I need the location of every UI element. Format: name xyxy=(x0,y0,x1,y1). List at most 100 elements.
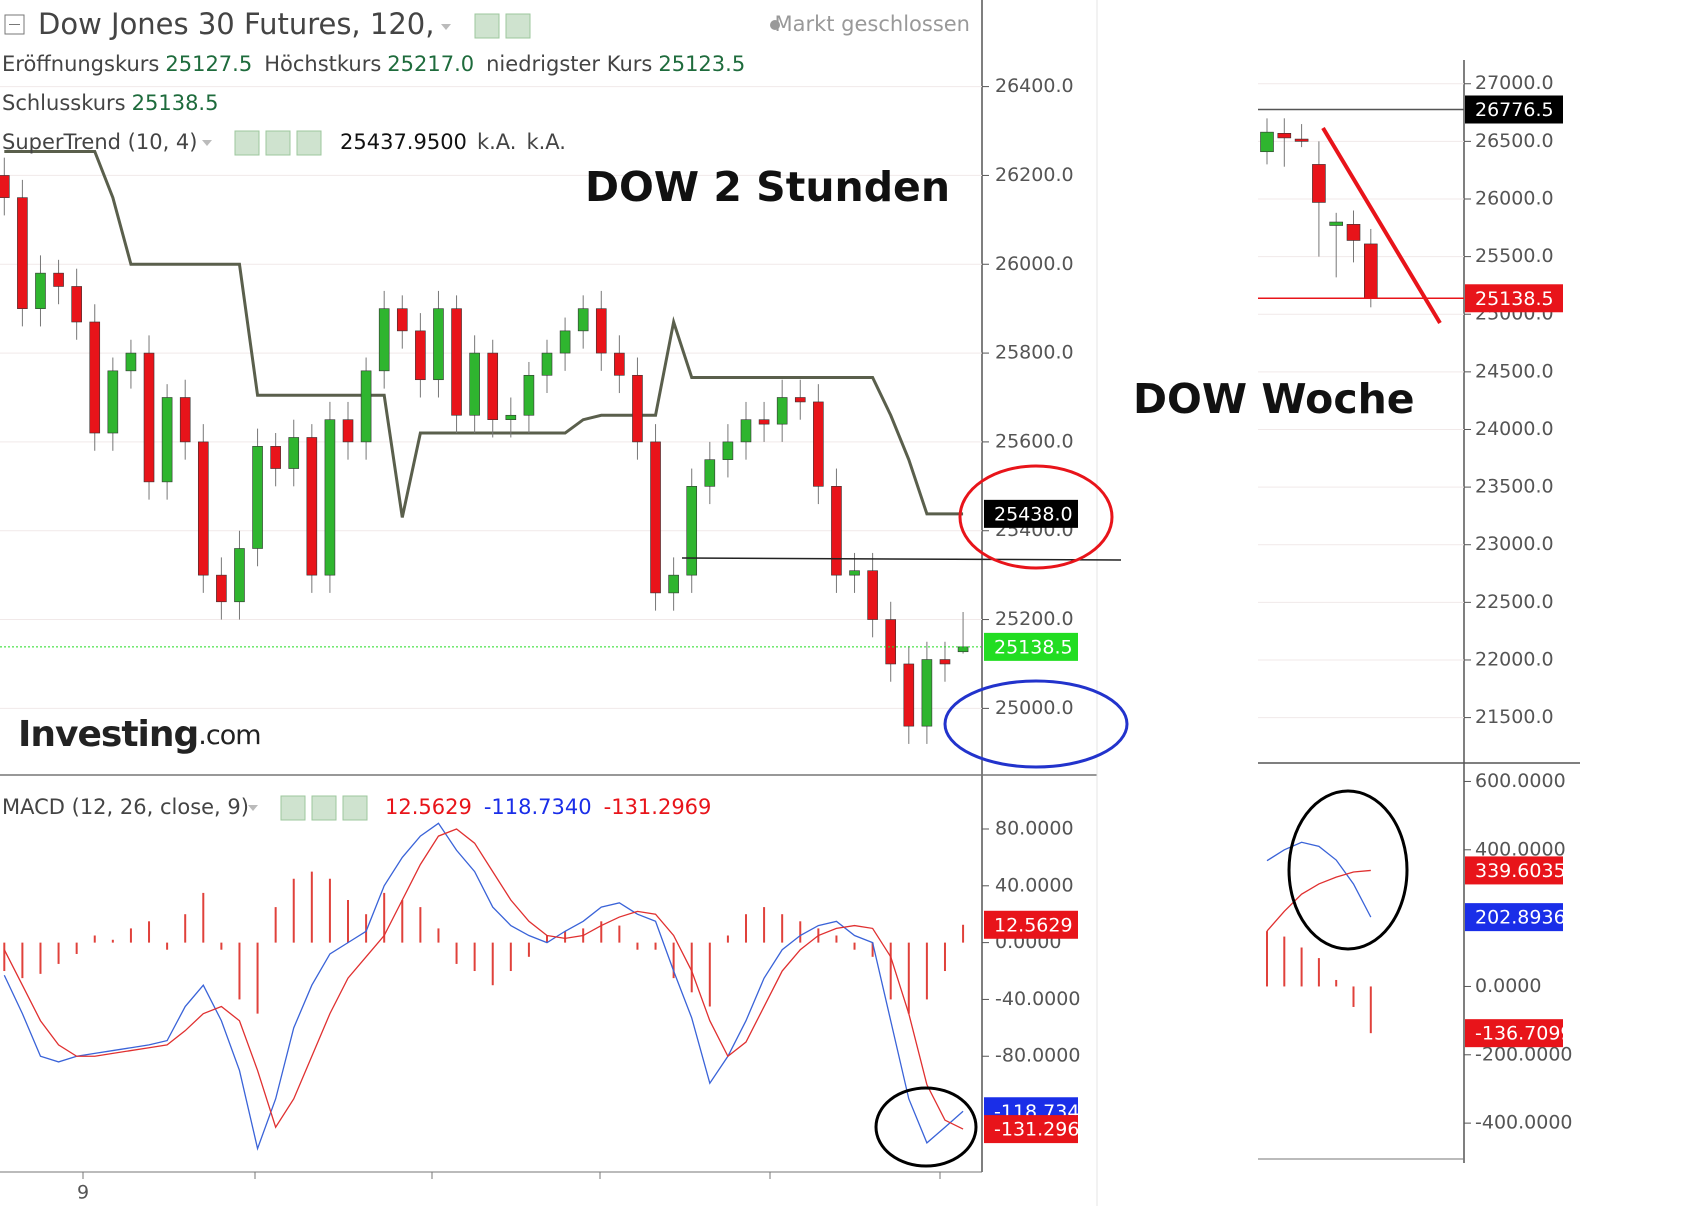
candle-body xyxy=(487,352,499,420)
candle-body xyxy=(523,374,535,416)
y-tick-label: 400.0000 xyxy=(1475,838,1566,860)
candle-body xyxy=(740,419,752,443)
eye-icon[interactable] xyxy=(234,130,260,156)
annotation: DOW 2 Stunden xyxy=(585,163,950,211)
price-flag xyxy=(1465,903,1563,932)
settings-icon[interactable] xyxy=(265,130,291,156)
candle-body xyxy=(903,663,915,727)
candle-body xyxy=(433,308,444,381)
candle-body xyxy=(704,459,716,487)
remove-icon[interactable] xyxy=(296,130,322,156)
macd-legend: MACD (12, 26, close, 9) xyxy=(2,795,249,819)
candle-body xyxy=(1364,243,1378,299)
settings-icon[interactable] xyxy=(505,13,531,39)
ohlc-row: Eröffnungskurs 25127.5 Höchstkurs 25217.0 ni… xyxy=(2,52,745,76)
indicator-line xyxy=(4,149,964,518)
candle-body xyxy=(324,419,336,576)
candle-body xyxy=(143,352,155,483)
frame xyxy=(0,0,1580,1206)
y-tick-label: 25600.0 xyxy=(995,430,1074,452)
y-tick-label: 25200.0 xyxy=(995,608,1074,630)
candle-body xyxy=(541,352,553,376)
price-flag xyxy=(1465,856,1563,885)
candle-body xyxy=(360,370,372,443)
candle-body xyxy=(306,437,318,576)
price-flag xyxy=(984,910,1078,939)
price-flag xyxy=(984,632,1078,661)
candle-body xyxy=(0,175,10,198)
price-flag-label: 25138.5 xyxy=(1475,288,1554,310)
price-flag xyxy=(1465,1019,1563,1048)
y-tick-label: 24500.0 xyxy=(1475,360,1554,382)
candle-body xyxy=(216,574,227,603)
y-tick-label: 25500.0 xyxy=(1475,245,1554,267)
candle-body xyxy=(1346,224,1361,241)
candle-body xyxy=(469,352,480,416)
candle-body xyxy=(125,352,137,372)
eye-icon[interactable] xyxy=(280,795,306,821)
plots: 25000.025200.025400.025600.025800.026000… xyxy=(0,72,1573,1204)
candle-body xyxy=(107,370,119,434)
candle-body xyxy=(71,286,82,323)
candle-body xyxy=(559,330,571,354)
candle-body xyxy=(505,414,517,420)
y-tick-label: 40.0000 xyxy=(995,874,1074,896)
price-flag-label: 339.6035 xyxy=(1475,860,1566,882)
settings-icon[interactable] xyxy=(311,795,337,821)
collapse-icon[interactable] xyxy=(4,14,25,35)
candle-body xyxy=(849,570,860,576)
price-flag xyxy=(1465,284,1563,313)
y-tick-label: 26000.0 xyxy=(1475,187,1554,209)
candle-body xyxy=(686,486,698,576)
y-tick-label: -80.0000 xyxy=(995,1045,1080,1067)
candle-body xyxy=(867,570,878,620)
candle-body xyxy=(1294,138,1309,142)
candle-body xyxy=(179,397,191,443)
candle-body xyxy=(939,659,951,665)
y-tick-label: 21500.0 xyxy=(1475,706,1554,728)
y-tick-label: 23000.0 xyxy=(1475,533,1554,555)
y-tick-label: 24000.0 xyxy=(1475,418,1554,440)
eye-icon[interactable] xyxy=(474,13,500,39)
x-tick-label: 9 xyxy=(77,1182,89,1204)
macd-line xyxy=(3,822,964,1151)
candle-body xyxy=(17,197,28,309)
candle-body xyxy=(415,330,426,381)
candle-body xyxy=(1312,164,1326,203)
dropdown[interactable] xyxy=(441,24,451,30)
y-tick-label: 23500.0 xyxy=(1475,476,1554,498)
logo: Investing.com xyxy=(18,714,261,755)
y-tick-label: 26000.0 xyxy=(995,253,1074,275)
y-tick-label: -40.0000 xyxy=(995,988,1080,1010)
market-status: Markt geschlossen xyxy=(774,12,970,36)
candle-body xyxy=(722,441,734,460)
y-tick-label: 27000.0 xyxy=(1475,72,1554,94)
y-tick-label: 600.0000 xyxy=(1475,770,1566,792)
y-tick-label: 22500.0 xyxy=(1475,591,1554,613)
candle-body xyxy=(161,397,173,483)
candle-body xyxy=(595,308,607,354)
candle-body xyxy=(776,397,788,425)
y-tick-label: 25800.0 xyxy=(995,342,1074,364)
header: Dow Jones 30 Futures, 120, Markt geschlo… xyxy=(2,7,1415,821)
candle-body xyxy=(650,441,661,594)
y-tick-label: 80.0000 xyxy=(995,817,1074,839)
candle-body xyxy=(831,486,842,576)
supertrend-legend: SuperTrend (10, 4) xyxy=(2,130,198,154)
y-tick-label: 0.0000 xyxy=(1475,975,1541,997)
candle-body xyxy=(632,374,643,443)
candle-body xyxy=(614,352,625,376)
candle-body xyxy=(270,446,281,469)
price-flag xyxy=(984,499,1078,528)
candle-body xyxy=(252,446,263,549)
y-tick-label: -200.0000 xyxy=(1475,1043,1573,1065)
price-flag xyxy=(1465,95,1563,124)
remove-icon[interactable] xyxy=(342,795,368,821)
candle-body xyxy=(342,419,354,443)
candle-body xyxy=(885,619,897,665)
candle-body xyxy=(53,272,64,287)
candle-body xyxy=(288,437,300,469)
candle-body xyxy=(813,401,824,487)
candle-body xyxy=(451,308,462,416)
